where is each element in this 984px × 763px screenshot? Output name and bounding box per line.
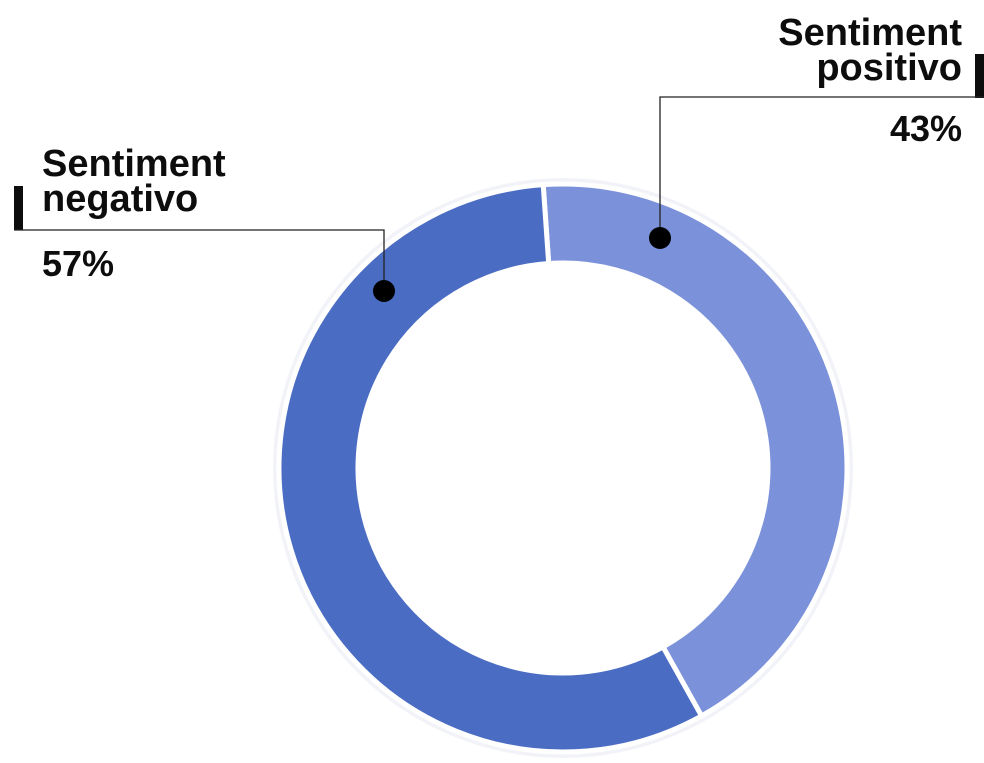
label-negativo-line1: Sentiment: [42, 143, 226, 185]
label-positivo-value: 43%: [890, 108, 962, 149]
label-negativo-value: 57%: [42, 243, 114, 284]
leader-dot-negativo: [373, 280, 395, 302]
label-negativo-line2: negativo: [42, 178, 198, 220]
label-positivo-line1: Sentiment: [778, 12, 962, 54]
donut-slice-positivo: [540, 181, 850, 720]
label-negativo: Sentiment negativo 57%: [14, 143, 395, 302]
label-positivo: Sentiment positivo 43%: [649, 12, 984, 249]
label-marker-positivo: [975, 54, 984, 98]
label-positivo-line2: positivo: [816, 47, 962, 89]
leader-dot-positivo: [649, 227, 671, 249]
label-marker-negativo: [14, 186, 23, 230]
donut-hole: [358, 263, 768, 673]
leader-line-negativo: [14, 229, 385, 291]
leader-line-positivo: [659, 96, 984, 238]
